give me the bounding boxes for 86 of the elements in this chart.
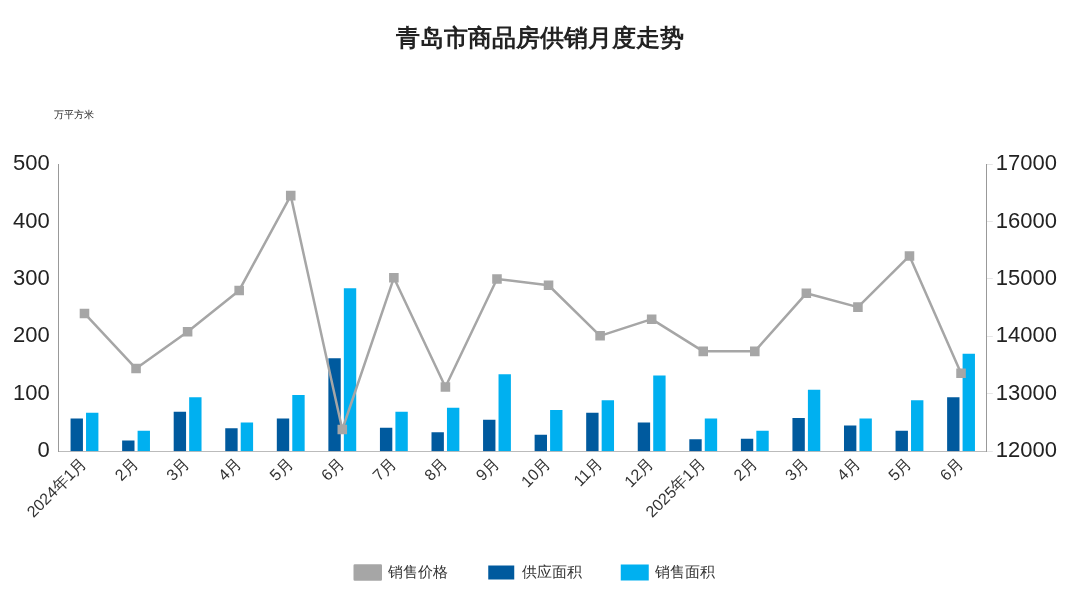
bar (704, 418, 718, 452)
bar (947, 397, 960, 452)
point (595, 331, 605, 341)
bar (498, 374, 511, 452)
bar (395, 411, 408, 452)
point (285, 190, 296, 201)
bar (379, 427, 393, 452)
point (698, 346, 709, 357)
bar (550, 409, 563, 452)
x-tick-label: 4月 (214, 454, 245, 484)
bar (343, 288, 357, 452)
y-tick-label: 0 (37, 437, 50, 463)
x-tick-label: 3月 (781, 454, 812, 484)
bar (807, 389, 821, 452)
x-tick-label: 5月 (885, 454, 915, 484)
y-tick-label: 200 (12, 322, 50, 348)
bar (70, 418, 83, 452)
point (853, 302, 863, 312)
x-tick-label: 9月 (472, 454, 503, 484)
point (234, 285, 244, 296)
y2-tick-label: 14000 (995, 322, 1058, 348)
bar (844, 425, 857, 452)
bar (756, 430, 769, 452)
x-tick-label: 8月 (421, 454, 451, 484)
bar (601, 400, 615, 452)
bar (225, 428, 238, 452)
bar (653, 375, 666, 452)
bar (740, 438, 754, 452)
y-tick-label: 400 (12, 207, 50, 233)
point (646, 314, 657, 324)
y2-tick-label: 12000 (995, 437, 1058, 463)
bar (137, 430, 150, 452)
point (801, 288, 812, 299)
legend-label: 供应面积 (521, 562, 582, 580)
bar (446, 407, 460, 452)
point (440, 382, 451, 392)
bar (962, 353, 975, 452)
point (131, 363, 141, 374)
x-tick-label: 6月 (317, 454, 348, 484)
bar (173, 411, 187, 452)
x-tick-label: 6月 (936, 454, 967, 484)
point (182, 327, 193, 337)
bar (792, 418, 805, 452)
bar (122, 440, 135, 452)
x-tick-label: 4月 (833, 454, 864, 484)
y2-tick-label: 16000 (995, 207, 1058, 233)
point (79, 308, 90, 319)
chart-title: 青岛市商品房供销月度走势 (395, 23, 685, 54)
y2-tick-label: 13000 (995, 379, 1058, 405)
point (337, 424, 348, 435)
x-tick-label: 10月 (517, 454, 554, 491)
bar (911, 400, 924, 452)
bar (86, 412, 99, 452)
y2-tick-label: 17000 (995, 150, 1058, 176)
point (492, 274, 502, 284)
bar (534, 434, 547, 452)
y-tick-label: 100 (12, 379, 50, 405)
x-tick-label: 5月 (266, 454, 296, 484)
x-tick-label: 11月 (570, 454, 606, 490)
x-tick-label: 2月 (730, 454, 761, 484)
bar (292, 395, 305, 452)
bar (240, 422, 254, 452)
bar (689, 439, 702, 452)
point (389, 273, 399, 283)
legend-label: 销售价格 (387, 562, 449, 580)
bar (276, 418, 290, 452)
y-tick-label: 500 (12, 150, 50, 176)
legend-label: 销售面积 (654, 562, 716, 580)
bar (586, 412, 599, 452)
y-tick-label: 300 (12, 265, 50, 290)
point (543, 280, 554, 291)
bar (189, 397, 202, 452)
x-tick-label: 12月 (620, 454, 657, 491)
bar (859, 418, 872, 452)
bar (895, 430, 908, 452)
point (904, 251, 915, 261)
bar (431, 432, 444, 452)
point (750, 346, 760, 357)
y2-tick-label: 15000 (995, 265, 1058, 290)
point (956, 368, 966, 378)
x-tick-label: 2月 (111, 454, 142, 484)
x-tick-label: 7月 (369, 454, 400, 484)
bar (637, 422, 651, 452)
bar (483, 419, 496, 452)
y-axis-title: 万平方米 (54, 108, 94, 122)
x-tick-label: 3月 (163, 454, 193, 484)
